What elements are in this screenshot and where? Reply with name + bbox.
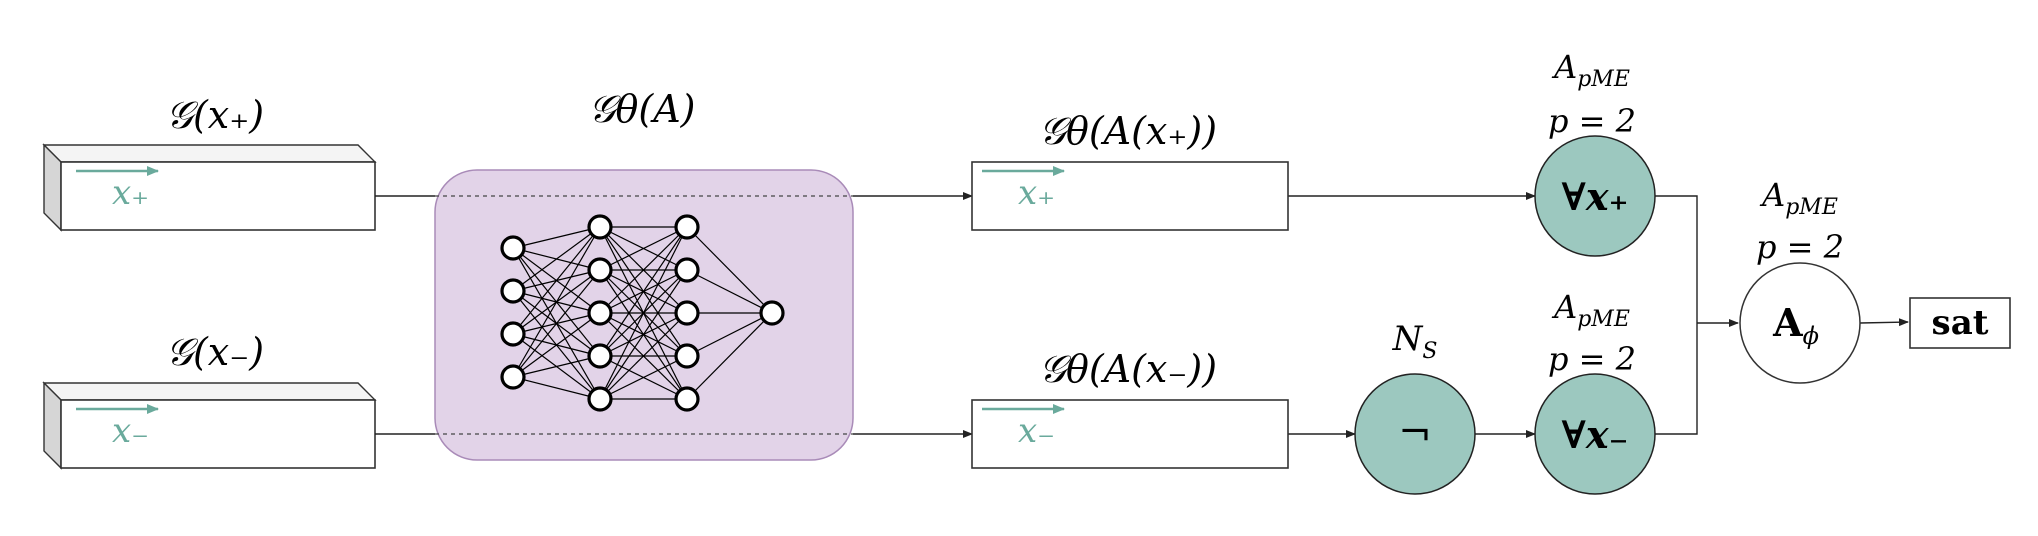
nn-node-layer-1 [500,321,526,347]
nn-node-layer-1 [500,235,526,261]
negation-label: NS [1392,319,1438,364]
nn-connection [512,226,601,249]
aggregator-label-line2: p = 2 [1756,228,1844,266]
forall-negative-label-line1: ApME [1551,288,1630,332]
forall-positive-node [1534,135,1656,257]
edges [375,192,1909,438]
nn-connection [599,312,688,400]
nn-connection [512,226,601,292]
nn-connection [512,226,601,335]
nn-node-layer-2 [587,257,613,283]
nn-connection [686,312,773,400]
forall-negative-symbol: ∀x₋ [1561,412,1628,457]
output-negative-label: 𝒢θ(A(x₋)) [1039,347,1217,391]
forall-positive-symbol: ∀x₊ [1561,174,1628,219]
nn-connection [512,312,601,378]
nn-connection [599,226,688,314]
forall-positive-label-line2: p = 2 [1548,102,1636,140]
nn-connection [512,355,601,378]
input-negative-inner-label: x₋ [112,411,149,451]
input-block-negative: x₋ [42,381,377,470]
nn-connection [599,269,688,400]
nn-node-layer-3 [674,386,700,412]
nn-connection [512,269,601,378]
input-negative-label: 𝒢(x₋) [166,330,264,374]
nn-node-layer-4 [759,300,785,326]
nn-node-layer-2 [587,300,613,326]
output-block-positive [971,161,1289,231]
neural-network-graph [500,214,785,412]
input-block-positive: x₊ [42,143,377,232]
nn-node-layer-3 [674,343,700,369]
nn-node-layer-1 [500,278,526,304]
nn-node-layer-1 [500,364,526,390]
nn-connection [599,226,688,271]
nn-node-layer-3 [674,300,700,326]
nn-connection [599,355,688,400]
output-block-negative [971,399,1289,469]
nn-connection [686,269,773,314]
output-positive-inner-label: x₊ [1018,173,1055,213]
result-label: sat [1932,303,1989,343]
input-positive-label: 𝒢(x₊) [166,93,264,137]
nn-node-layer-2 [587,386,613,412]
output-negative-inner-label: x₋ [1018,411,1055,451]
nn-connection [512,376,601,400]
nn-connection [686,312,773,357]
nn-connection [599,226,688,357]
aggregator-node [1739,262,1861,384]
aggregator-symbol: Aϕ [1772,300,1819,350]
forall-negative-node [1534,373,1656,495]
nn-node-layer-3 [674,214,700,240]
input-positive-inner-label: x₊ [112,173,149,213]
negation-symbol: ¬ [1398,410,1432,456]
nn-node-layer-3 [674,257,700,283]
negation-node [1354,373,1476,495]
output-positive-label: 𝒢θ(A(x₊)) [1039,109,1217,153]
aggregator-label-line1: ApME [1759,176,1838,220]
result-box [1909,297,2011,349]
nn-connection [686,226,773,314]
nn-node-layer-2 [587,343,613,369]
forall-positive-label-line1: ApME [1551,48,1630,92]
network-label: 𝒢θ(A) [588,87,695,131]
forall-negative-label-line2: p = 2 [1548,340,1636,378]
nn-connection [512,226,601,378]
nn-connection [599,226,688,400]
nn-node-layer-2 [587,214,613,240]
